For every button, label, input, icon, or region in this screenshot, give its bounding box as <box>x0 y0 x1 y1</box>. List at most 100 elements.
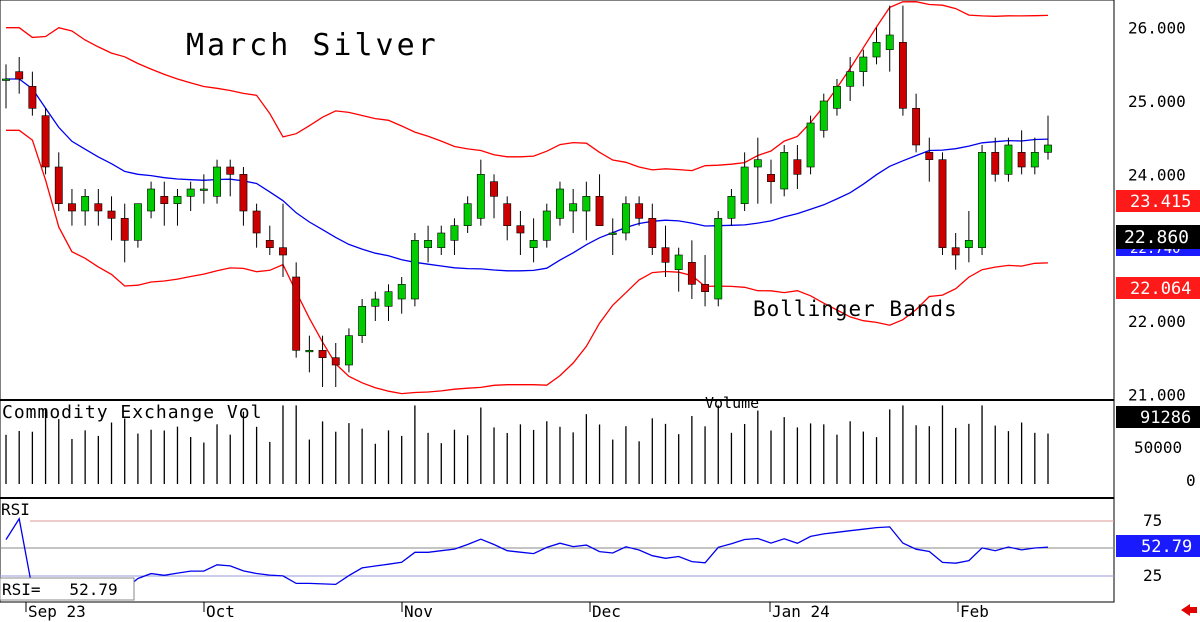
last-price-value: 22.860 <box>1124 227 1189 248</box>
candle-body <box>885 34 894 50</box>
candle-body <box>15 71 24 80</box>
candle-body <box>582 196 591 212</box>
candle-body <box>674 254 683 270</box>
candle-body <box>806 122 815 168</box>
candle-body <box>371 298 380 307</box>
chart-title: March Silver <box>186 28 439 63</box>
candle-body <box>305 350 314 353</box>
candle-body <box>199 188 208 191</box>
candle-body <box>569 203 578 212</box>
candle-body <box>173 196 182 204</box>
upper-band-value-box <box>1116 190 1200 212</box>
candle-body <box>872 42 881 58</box>
rsi-tick-25: 25 <box>1143 566 1162 585</box>
candle-body <box>1044 144 1052 153</box>
candle-body <box>410 240 419 300</box>
rsi-panel-title: RSI <box>1 500 30 519</box>
candle-body <box>68 203 76 212</box>
candle-body <box>239 174 248 212</box>
date-tick-label: Oct <box>206 602 235 621</box>
candle-body <box>54 166 63 204</box>
volume-tick-0: 0 <box>1186 471 1196 490</box>
candle-body <box>1004 144 1013 175</box>
candle-body <box>964 240 973 248</box>
candle-body <box>912 108 921 146</box>
candle-body <box>780 152 789 190</box>
candle-body <box>279 247 287 256</box>
candle-body <box>2 78 10 81</box>
candle-body <box>318 350 327 358</box>
date-tick-label: Feb <box>960 602 989 621</box>
candle-body <box>661 247 670 263</box>
candle-body <box>925 152 934 160</box>
date-x-axis: Sep 23 Oct Nov Dec Jan 24 Feb <box>25 602 989 621</box>
candle-body <box>1030 152 1039 168</box>
price-tick-label: 21.000 <box>1128 385 1186 404</box>
candle-body <box>714 218 723 300</box>
rsi-line <box>5 517 1049 591</box>
candle-body <box>252 210 261 234</box>
volume-last-value-box <box>1116 406 1200 428</box>
candle-body <box>542 210 551 241</box>
candle-body <box>490 181 498 197</box>
candle-body <box>621 203 630 234</box>
candle-body <box>556 188 564 219</box>
candle-body <box>938 159 947 248</box>
candle-body <box>424 240 433 248</box>
candle-body <box>463 203 472 226</box>
candle-body <box>397 284 406 300</box>
volume-series-label: Volume <box>705 394 759 412</box>
candle-body <box>898 42 907 109</box>
candle-body <box>687 262 696 285</box>
candle-body <box>727 196 736 219</box>
candle-body <box>41 115 50 168</box>
candle-body <box>331 357 340 366</box>
candlesticks <box>2 5 1052 387</box>
candle-body <box>265 240 274 248</box>
upper-band-line <box>6 1 1049 172</box>
candle-body <box>635 203 644 219</box>
candle-body <box>503 203 512 226</box>
lower-band-line <box>6 129 1049 395</box>
candle-body <box>819 100 828 131</box>
price-tick-label: 24.000 <box>1128 165 1186 184</box>
candle-body <box>767 174 775 182</box>
rsi-last-value: 52.79 <box>1141 537 1192 557</box>
candle-body <box>753 159 762 168</box>
bollinger-bands-label: Bollinger Bands <box>753 297 958 321</box>
candle-body <box>648 218 657 248</box>
candle-body <box>437 232 446 248</box>
candle-body <box>701 284 709 292</box>
lower-band-value: 22.064 <box>1130 279 1191 299</box>
rsi-readout-box <box>0 577 135 601</box>
candle-body <box>186 188 195 197</box>
price-tick-label: 22.000 <box>1128 312 1186 331</box>
volume-bars <box>5 405 1049 484</box>
middle-band-line <box>6 78 1049 272</box>
scroll-left-arrow-icon[interactable] <box>1181 604 1197 616</box>
candle-body <box>384 291 393 307</box>
price-tick-label: 26.000 <box>1128 19 1186 38</box>
rsi-series <box>5 517 1049 591</box>
candle-body <box>292 276 301 351</box>
candle-body <box>160 196 169 204</box>
candle-body <box>450 225 459 241</box>
date-tick-label: Sep 23 <box>28 602 86 621</box>
candle-body <box>793 159 802 175</box>
date-tick-label: Nov <box>404 602 433 621</box>
volume-tick-50000: 50000 <box>1134 438 1182 457</box>
candle-body <box>595 196 604 226</box>
candle-body <box>516 225 525 234</box>
candle-body <box>120 218 129 241</box>
rsi-readout: RSI= 52.79 <box>2 580 118 599</box>
date-tick-label: Jan 24 <box>772 602 830 621</box>
date-tick-label: Dec <box>592 602 621 621</box>
candle-body <box>833 86 841 109</box>
candle-body <box>28 86 37 109</box>
candle-body <box>213 166 221 197</box>
candle-body <box>608 232 617 235</box>
candle-body <box>81 196 90 212</box>
candle-body <box>846 71 855 87</box>
candle-body <box>94 203 103 212</box>
volume-panel-title: Commodity Exchange Vol <box>2 402 262 423</box>
